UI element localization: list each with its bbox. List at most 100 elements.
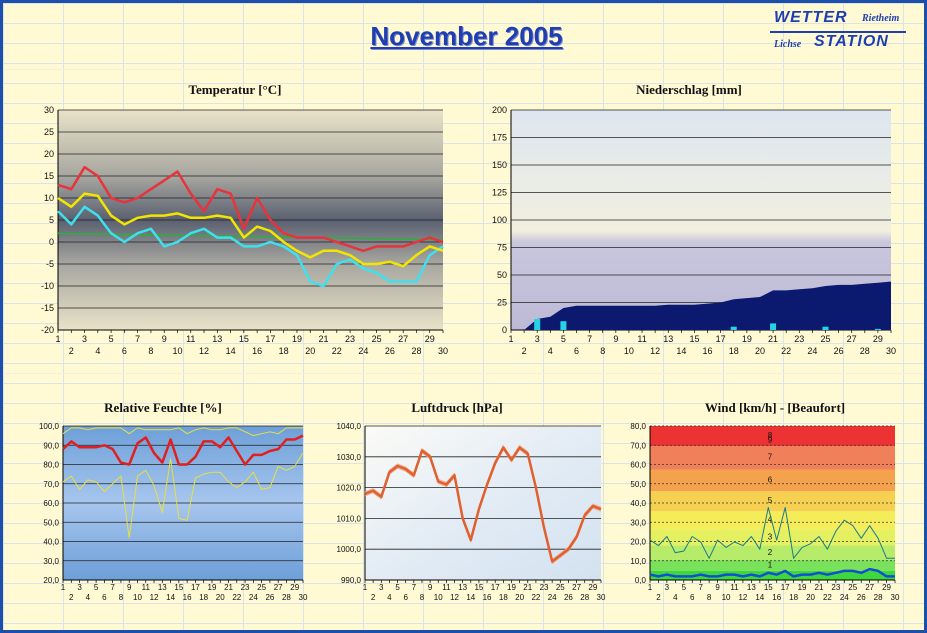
- x-tick-label: 30: [597, 593, 606, 602]
- temperature-trend-line: [57, 232, 444, 241]
- y-tick-label: 40,0: [43, 538, 59, 547]
- x-tick-label: 21: [523, 583, 532, 592]
- x-tick-label: 22: [531, 593, 540, 602]
- y-tick-label: 0: [502, 325, 507, 335]
- logo-bar: [770, 31, 906, 33]
- logo-word-3: Lichse: [774, 39, 802, 50]
- x-tick-label: 24: [840, 593, 849, 602]
- x-tick-label: 4: [387, 593, 392, 602]
- x-tick-label: 9: [428, 583, 433, 592]
- y-tick-label: 1020,0: [337, 484, 362, 493]
- x-tick-label: 26: [385, 346, 395, 356]
- y-tick-label: 20,0: [43, 576, 59, 585]
- x-tick-label: 24: [249, 593, 258, 602]
- x-tick-label: 18: [199, 593, 208, 602]
- x-tick-label: 10: [624, 346, 634, 356]
- x-tick-label: 12: [650, 346, 660, 356]
- x-tick-label: 1: [55, 334, 60, 344]
- x-tick-label: 26: [857, 593, 866, 602]
- precip-cumulative-area: [511, 281, 891, 330]
- y-tick-label: 1000,0: [337, 545, 362, 554]
- pressure-chart: Luftdruck [hPa] 1040,0 1030,0 1020,0 1010,0…: [337, 400, 606, 602]
- beaufort-label: 8: [768, 431, 773, 440]
- x-tick-label: 21: [768, 334, 778, 344]
- y-tick-label: 10,0: [630, 557, 646, 566]
- x-tick-label: 27: [398, 334, 408, 344]
- x-tick-label: 6: [122, 346, 127, 356]
- y-tick-label: 75: [497, 243, 507, 253]
- humidity-max-line: [62, 427, 303, 437]
- x-tick-label: 28: [874, 593, 883, 602]
- y-tick-label: 30,0: [630, 518, 646, 527]
- x-tick-label: 28: [860, 346, 870, 356]
- x-tick-label: 30: [891, 593, 900, 602]
- x-tick-label: 23: [794, 334, 804, 344]
- beaufort-label: 3: [768, 532, 773, 541]
- x-tick-label: 19: [507, 583, 516, 592]
- x-tick-label: 14: [755, 593, 764, 602]
- precipitation-title: Niederschlag [mm]: [636, 82, 742, 97]
- x-tick-label: 26: [564, 593, 573, 602]
- temperature-max-line: [57, 165, 444, 253]
- y-tick-label: 0,0: [635, 576, 647, 585]
- y-tick-label: 30,0: [43, 557, 59, 566]
- y-tick-label: 150: [492, 160, 507, 170]
- y-tick-label: 175: [492, 133, 507, 143]
- logo-word-4: STATION: [814, 33, 889, 50]
- x-tick-label: 25: [257, 583, 266, 592]
- y-tick-label: 50: [497, 270, 507, 280]
- x-tick-label: 22: [232, 593, 241, 602]
- beaufort-label: 1: [768, 561, 773, 570]
- y-tick-label: 40,0: [630, 499, 646, 508]
- plot-band: [650, 469, 895, 492]
- wind-gust-line: [649, 507, 895, 559]
- x-tick-label: 12: [150, 593, 159, 602]
- x-tick-label: 3: [535, 334, 540, 344]
- temperature-title: Temperatur [°C]: [189, 82, 282, 97]
- x-tick-label: 4: [95, 346, 100, 356]
- x-tick-label: 11: [442, 583, 451, 592]
- x-tick-label: 30: [299, 593, 308, 602]
- x-tick-label: 9: [613, 334, 618, 344]
- y-tick-label: 1030,0: [337, 453, 362, 462]
- x-tick-label: 25: [820, 334, 830, 344]
- x-tick-label: 5: [94, 583, 99, 592]
- x-tick-label: 27: [865, 583, 874, 592]
- y-tick-label: 80,0: [630, 422, 646, 431]
- y-tick-label: 50,0: [630, 480, 646, 489]
- page-title: November 2005: [370, 21, 563, 51]
- x-tick-label: 11: [730, 583, 739, 592]
- x-tick-label: 29: [588, 583, 597, 592]
- x-tick-label: 24: [807, 346, 817, 356]
- x-tick-label: 28: [580, 593, 589, 602]
- y-tick-label: 25: [44, 127, 54, 137]
- x-tick-label: 29: [290, 583, 299, 592]
- x-tick-label: 13: [458, 583, 467, 592]
- precip-daily-bar: [822, 326, 829, 330]
- beaufort-label: 9: [768, 435, 773, 444]
- pressure-title: Luftdruck [hPa]: [411, 400, 502, 415]
- x-tick-label: 25: [848, 583, 857, 592]
- humidity-avg-line: [62, 434, 304, 466]
- divider: [3, 373, 924, 374]
- logo-word-2: Rietheim: [862, 13, 900, 24]
- x-tick-label: 30: [438, 346, 448, 356]
- y-tick-label: 30: [44, 105, 54, 115]
- precip-daily-bar: [560, 321, 567, 330]
- y-tick-label: 125: [492, 188, 507, 198]
- x-tick-label: 8: [119, 593, 124, 602]
- x-tick-label: 27: [847, 334, 857, 344]
- plot-band: [650, 560, 895, 571]
- x-tick-label: 1: [648, 583, 653, 592]
- x-tick-label: 7: [135, 334, 140, 344]
- x-tick-label: 2: [371, 593, 376, 602]
- x-tick-label: 26: [265, 593, 274, 602]
- y-tick-label: 100: [492, 215, 507, 225]
- x-tick-label: 14: [166, 593, 175, 602]
- x-tick-label: 23: [345, 334, 355, 344]
- beaufort-label: 2: [768, 548, 773, 557]
- y-tick-label: 80,0: [43, 461, 59, 470]
- y-tick-label: 0: [49, 237, 54, 247]
- x-tick-label: 8: [148, 346, 153, 356]
- x-tick-label: 29: [882, 583, 891, 592]
